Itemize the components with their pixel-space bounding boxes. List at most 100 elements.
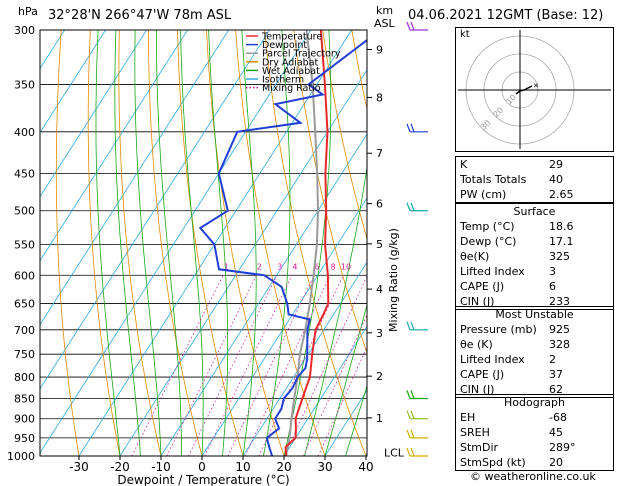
wet-adiabat-line <box>208 30 229 456</box>
surface-panel: Surface Temp (°C) 18.6 Dewp (°C) 17.1 θe(K) 32… <box>455 203 614 310</box>
mixing-ratio-label: 6 <box>314 262 319 271</box>
table-row: Dewp (°C) 17.1 <box>456 234 613 249</box>
row-label: CIN (J) <box>460 295 495 308</box>
legend-item-label: Dry Adiabat <box>262 57 319 68</box>
x-tick-label: 40 <box>358 460 373 474</box>
wind-barb <box>406 447 428 457</box>
wind-barb <box>406 321 428 331</box>
pressure-tick-label: 800 <box>14 371 35 384</box>
hodograph-ring-label: 20 <box>492 106 506 120</box>
hodograph-marker: ✕ <box>533 82 539 90</box>
wind-barb-flag <box>410 123 415 133</box>
wet-adiabat-line <box>180 30 204 456</box>
dry-adiabat-line <box>322 30 367 240</box>
table-row: θe(K) 325 <box>456 249 613 264</box>
table-row: Lifted Index 2 <box>456 352 613 367</box>
wet-adiabat-line <box>324 303 367 456</box>
x-tick-label: 20 <box>276 460 291 474</box>
wind-barb-flag <box>410 410 415 419</box>
hodograph-ring-label: 30 <box>479 118 493 132</box>
wet-adiabat-line <box>95 30 121 456</box>
wind-barb-flag <box>410 202 415 211</box>
row-label: Lifted Index <box>460 353 525 366</box>
wet-adiabat-line <box>304 164 367 456</box>
legend-item-label: Wet Adiabat <box>262 66 320 77</box>
pressure-tick-label: 300 <box>14 24 35 37</box>
km-tick-label: 7 <box>376 147 383 160</box>
table-row: K 29 <box>456 157 613 172</box>
dewpoint-line <box>198 38 367 456</box>
wind-barb-flag <box>410 321 415 331</box>
row-value: 62 <box>549 383 563 396</box>
dry-adiabat-line <box>118 30 162 456</box>
row-label: StmDir <box>460 441 499 454</box>
section-title: Most Unstable <box>495 308 574 321</box>
table-row: CAPE (J) 6 <box>456 279 613 294</box>
mixing-ratio-label: 10 <box>341 262 351 271</box>
pressure-tick-label: 550 <box>14 238 35 251</box>
row-label: CAPE (J) <box>460 280 505 293</box>
km-tick-label: 6 <box>376 198 383 211</box>
mixing-ratio-line <box>166 275 257 456</box>
most-unstable-panel: Most Unstable Pressure (mb) 925 θe (K) 328 Li… <box>455 306 614 398</box>
km-tick-label: 2 <box>376 370 383 383</box>
isotherm-line <box>160 133 367 456</box>
row-label: Temp (°C) <box>460 220 515 233</box>
lcl-label: LCL <box>384 446 405 459</box>
row-label: θe (K) <box>460 338 493 351</box>
row-value: 17.1 <box>549 235 574 248</box>
mixing-ratio-label: 8 <box>331 262 336 271</box>
table-row: StmSpd (kt) 20 <box>456 455 613 470</box>
datetime-title: 04.06.2021 12GMT (Base: 12) <box>408 8 604 23</box>
indices-panel: K 29 Totals Totals 40 PW (cm) 2.65 <box>455 156 614 203</box>
x-tick-label: 10 <box>235 460 250 474</box>
dry-adiabat-line <box>87 30 121 456</box>
row-label: StmSpd (kt) <box>460 456 526 469</box>
row-value: 328 <box>549 338 570 351</box>
row-value: 233 <box>549 295 570 308</box>
wind-barb <box>406 123 428 133</box>
wind-barb <box>406 21 428 31</box>
mixing-ratio-label: 1 <box>224 262 229 271</box>
section-title: Surface <box>513 205 556 218</box>
mixing-ratio-axis-label: Mixing Ratio (g/kg) <box>387 228 400 332</box>
pressure-axis-label: hPa <box>18 5 38 18</box>
wind-barb-flag <box>410 429 415 439</box>
isotherm-line <box>78 30 352 456</box>
mixing-ratio-label: 4 <box>292 262 297 271</box>
row-label: θe(K) <box>460 250 490 263</box>
isotherm-line <box>201 197 367 456</box>
row-label: PW (cm) <box>460 188 507 201</box>
pressure-tick-label: 650 <box>14 298 35 311</box>
footer-credit: © weatheronline.co.uk <box>470 470 596 483</box>
x-axis-label: Dewpoint / Temperature (°C) <box>117 473 289 486</box>
row-label: CAPE (J) <box>460 368 505 381</box>
row-label: Totals Totals <box>460 173 527 186</box>
row-label: Dewp (°C) <box>460 235 517 248</box>
dry-adiabat-line <box>55 30 80 456</box>
wind-barb <box>406 429 428 439</box>
plot-frame <box>39 29 368 457</box>
isotherm-line <box>119 69 367 456</box>
dry-adiabat-line <box>177 30 244 456</box>
wind-barb <box>406 410 428 420</box>
table-row: Pressure (mb) 925 <box>456 322 613 337</box>
hodograph-unit-label: kt <box>460 29 470 40</box>
km-tick-label: 3 <box>376 327 383 340</box>
pressure-tick-label: 350 <box>14 79 35 92</box>
row-label: CIN (J) <box>460 383 495 396</box>
dry-adiabat-line <box>264 30 367 456</box>
table-row: Totals Totals 40 <box>456 172 613 187</box>
pressure-tick-label: 850 <box>14 392 35 405</box>
row-label: K <box>460 158 468 171</box>
parcel-trajectory-line <box>285 30 320 456</box>
table-row: Temp (°C) 18.6 <box>456 219 613 234</box>
hodograph: kt 10 20 30 ✕ <box>455 27 614 152</box>
isotherm-line <box>40 30 147 198</box>
temperature-line <box>284 30 330 456</box>
wind-barb <box>406 390 428 400</box>
row-value: 3 <box>549 265 556 278</box>
isotherm-line <box>40 30 270 390</box>
legend-item-label: Mixing Ratio <box>262 83 321 94</box>
